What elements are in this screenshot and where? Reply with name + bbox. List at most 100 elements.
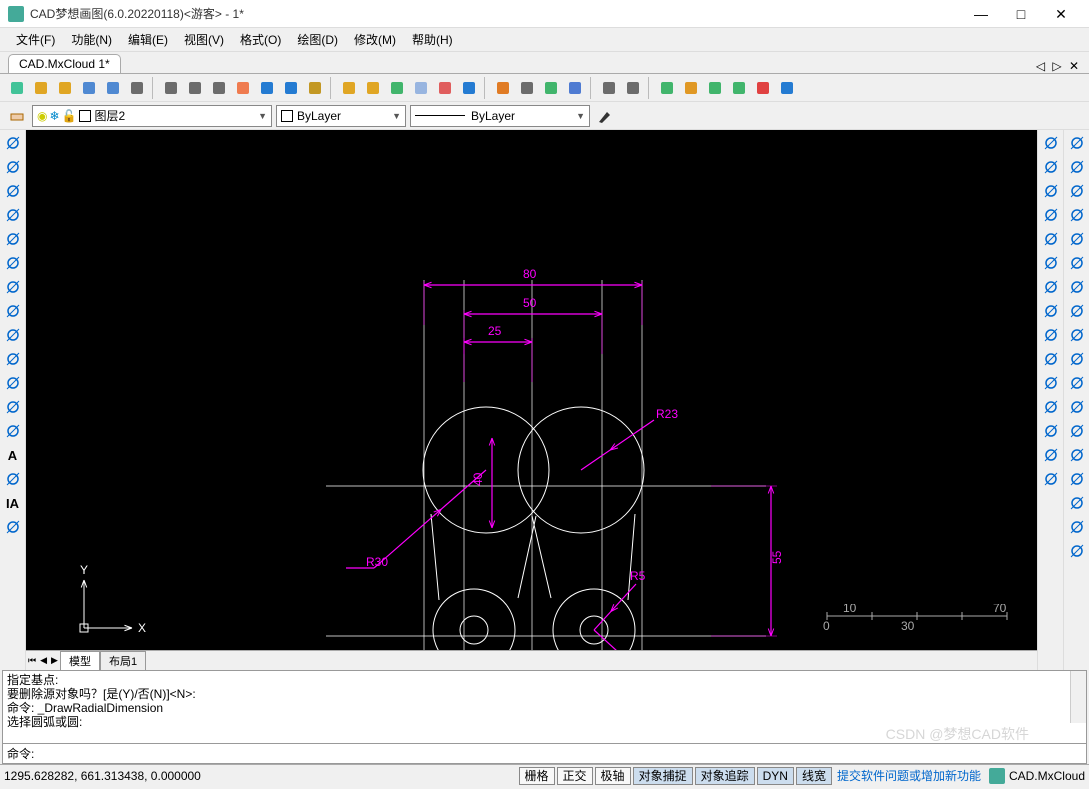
meas-icon[interactable] [338,77,360,99]
draw-rect-icon[interactable] [2,180,24,202]
pdf-icon[interactable] [752,77,774,99]
grid-icon[interactable] [540,77,562,99]
menu-item[interactable]: 修改(M) [346,29,404,50]
menu-item[interactable]: 格式(O) [232,29,289,50]
align-icon[interactable] [362,77,384,99]
mod-trim-icon[interactable] [1040,324,1062,346]
mod-stretch-icon[interactable] [1040,300,1062,322]
zoomin-icon[interactable] [184,77,206,99]
status-toggle-极轴[interactable]: 极轴 [595,767,631,785]
mod-dist-icon[interactable] [1066,396,1088,418]
mod-leader-icon[interactable] [1066,252,1088,274]
draw-circle-icon[interactable] [2,300,24,322]
globe2-icon[interactable] [680,77,702,99]
hand-icon[interactable] [304,77,326,99]
draw-pt-icon[interactable] [2,372,24,394]
mod-copy-icon[interactable] [1040,132,1062,154]
mod-x-icon[interactable] [1066,516,1088,538]
save-icon[interactable] [78,77,100,99]
mod-qdim-icon[interactable] [1066,228,1088,250]
saveall-icon[interactable] [102,77,124,99]
mod-rotate-icon[interactable] [1040,252,1062,274]
doctab-nav[interactable]: ◁ ▷ ✕ [1036,59,1089,73]
tab-layout1[interactable]: 布局1 [100,651,146,671]
draw-anno-icon[interactable] [2,420,24,442]
mod-offset-icon[interactable] [1040,180,1062,202]
mod-inq-icon[interactable] [1066,372,1088,394]
mod-scale-icon[interactable] [1040,276,1062,298]
mod-fillet-icon[interactable] [1040,444,1062,466]
zoomwin-icon[interactable] [160,77,182,99]
menu-item[interactable]: 编辑(E) [120,29,176,50]
rot-icon[interactable] [256,77,278,99]
draw-table-icon[interactable] [2,468,24,490]
world-icon[interactable] [728,77,750,99]
mod-z-icon[interactable] [1066,540,1088,562]
draw-block-icon[interactable] [2,516,24,538]
menu-item[interactable]: 文件(F) [8,29,63,50]
scrollbar[interactable] [1070,671,1086,723]
img-icon[interactable] [564,77,586,99]
redo-icon[interactable] [622,77,644,99]
draw-spl-icon[interactable] [2,348,24,370]
mod-list-icon[interactable] [1066,468,1088,490]
mod-tol-icon[interactable] [1066,276,1088,298]
menu-item[interactable]: 视图(V) [176,29,232,50]
new-icon[interactable] [6,77,28,99]
document-tab[interactable]: CAD.MxCloud 1* [8,54,121,73]
folder-icon[interactable] [54,77,76,99]
brush-icon[interactable] [594,105,616,127]
mod-dim-icon[interactable] [1066,204,1088,226]
color-icon[interactable] [410,77,432,99]
sel-icon[interactable] [776,77,798,99]
ltype-icon[interactable] [434,77,456,99]
mod-array-icon[interactable] [1040,204,1062,226]
color-combo[interactable]: ByLayer ▼ [276,105,406,127]
draw-ellipse-icon[interactable] [2,324,24,346]
mod-arc2-icon[interactable] [1066,324,1088,346]
scale-icon[interactable] [280,77,302,99]
command-input[interactable] [38,747,1082,761]
print-icon[interactable] [126,77,148,99]
status-toggle-对象捕捉[interactable]: 对象捕捉 [633,767,693,785]
draw-line-icon[interactable] [2,132,24,154]
tab-model[interactable]: 模型 [60,651,100,671]
mod-move-icon[interactable] [1040,228,1062,250]
status-toggle-DYN[interactable]: DYN [757,767,794,785]
mod-area-icon[interactable] [1066,420,1088,442]
tab-prev-icon[interactable]: ◀ [38,655,49,666]
drawing-canvas[interactable]: 8050254055R23R30R5R15XY 1070030 [26,130,1037,650]
mod-break-icon[interactable] [1040,372,1062,394]
mod-explode-icon[interactable] [1040,468,1062,490]
layer-manager-icon[interactable] [6,105,28,127]
olay-icon[interactable] [492,77,514,99]
mod-chamfer-icon[interactable] [1040,420,1062,442]
mod-join-icon[interactable] [1040,396,1062,418]
pan-icon[interactable] [232,77,254,99]
minimize-button[interactable]: — [961,0,1001,28]
mod-ell2-icon[interactable] [1066,348,1088,370]
status-toggle-线宽[interactable]: 线宽 [796,767,832,785]
globe3-icon[interactable] [704,77,726,99]
draw-IA-icon[interactable]: IA [2,492,24,514]
snap-icon[interactable] [516,77,538,99]
linetype-combo[interactable]: ByLayer ▼ [410,105,590,127]
tab-next-icon[interactable]: ▶ [49,655,60,666]
status-toggle-栅格[interactable]: 栅格 [519,767,555,785]
mod-props-icon[interactable] [1066,180,1088,202]
draw-poly-icon[interactable] [2,204,24,226]
mod-qsel-icon[interactable] [1066,492,1088,514]
layer-combo[interactable]: ◉ ❄ 🔓 图层2 ▼ [32,105,272,127]
globe1-icon[interactable] [656,77,678,99]
maximize-button[interactable]: □ [1001,0,1041,28]
draw-A-icon[interactable]: A [2,444,24,466]
mod-mirror-icon[interactable] [1040,156,1062,178]
open-icon[interactable] [30,77,52,99]
lw-icon[interactable] [458,77,480,99]
menu-item[interactable]: 帮助(H) [404,29,461,50]
menu-item[interactable]: 功能(N) [63,29,120,50]
close-button[interactable]: ✕ [1041,0,1081,28]
mod-match-icon[interactable] [1066,156,1088,178]
mod-ctr-icon[interactable] [1066,300,1088,322]
draw-ray-icon[interactable] [2,156,24,178]
